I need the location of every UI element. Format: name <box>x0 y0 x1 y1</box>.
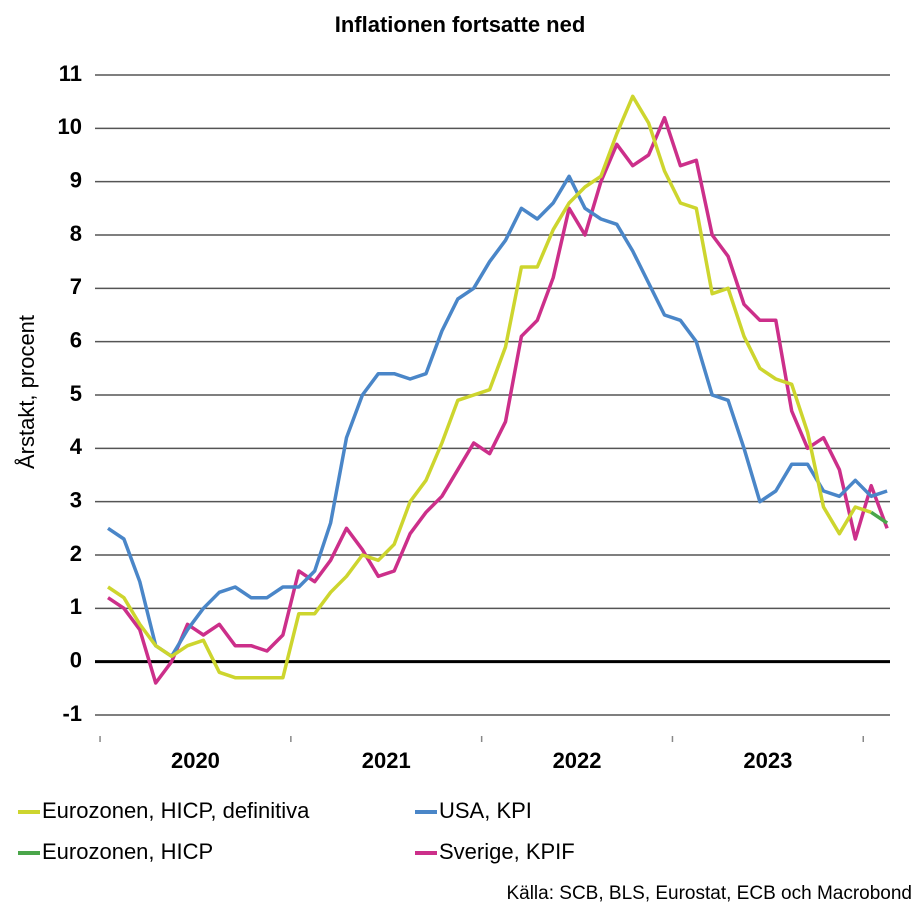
legend-label: USA, KPI <box>439 798 532 823</box>
y-tick-label: 5 <box>70 381 82 406</box>
y-tick-label: 1 <box>70 594 82 619</box>
chart-title: Inflationen fortsatte ned <box>335 12 586 37</box>
legend-label: Eurozonen, HICP, definitiva <box>42 798 310 823</box>
y-tick-label: 4 <box>70 434 83 459</box>
x-tick-label: 2022 <box>553 748 602 773</box>
y-tick-label: 7 <box>70 274 82 299</box>
y-tick-label: -1 <box>62 701 82 726</box>
x-tick-label: 2021 <box>362 748 411 773</box>
legend-label: Eurozonen, HICP <box>42 839 213 864</box>
y-tick-label: 10 <box>58 114 82 139</box>
series-line <box>107 115 889 685</box>
y-tick-label: 6 <box>70 327 82 352</box>
series-line <box>107 94 872 680</box>
source: Källa: SCB, BLS, Eurostat, ECB och Macro… <box>506 883 912 904</box>
series-line <box>107 174 888 659</box>
y-tick-label: 3 <box>70 487 82 512</box>
y-tick-label: 2 <box>70 541 82 566</box>
y-tick-label: 0 <box>70 647 82 672</box>
legend-label: Sverige, KPIF <box>439 839 575 864</box>
y-tick-label: 8 <box>70 221 82 246</box>
y-tick-label: 9 <box>70 167 82 192</box>
x-tick-label: 2023 <box>743 748 792 773</box>
x-tick-label: 2020 <box>171 748 220 773</box>
series-line <box>870 510 889 525</box>
y-axis-label: Årstakt, procent <box>14 315 39 469</box>
y-tick-label: 11 <box>59 61 82 86</box>
